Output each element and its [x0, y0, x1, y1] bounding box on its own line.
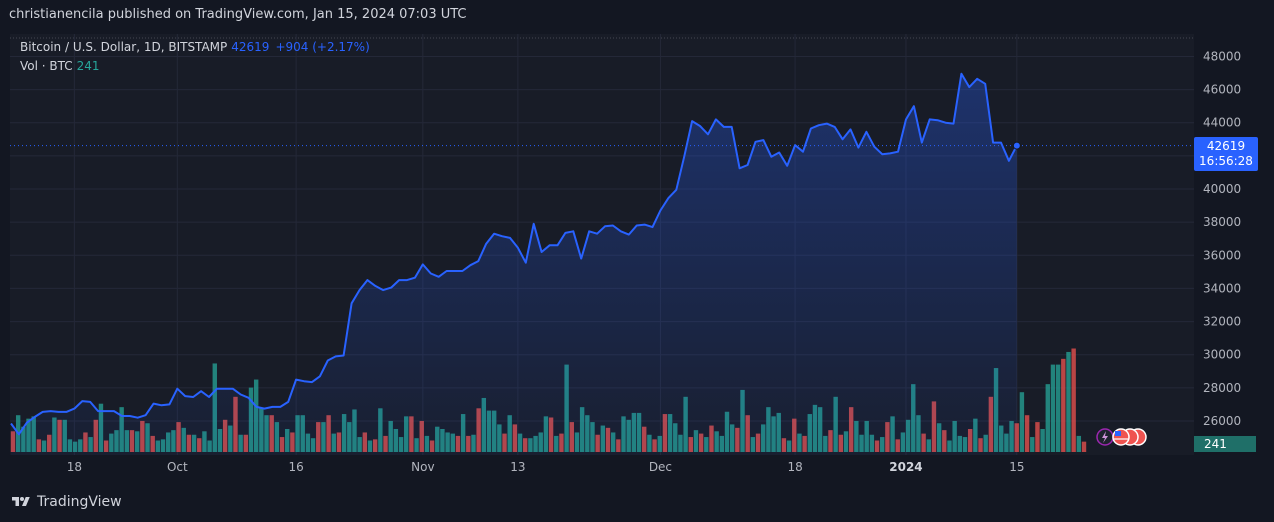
- volume-bar: [1076, 435, 1082, 452]
- volume-bar: [1081, 441, 1087, 452]
- volume-bar: [1035, 422, 1040, 452]
- price-area: [11, 73, 1017, 456]
- y-tick-label: 26000: [1203, 414, 1241, 428]
- y-tick-label: 40000: [1203, 182, 1241, 196]
- y-tick-label: 28000: [1203, 381, 1241, 395]
- x-tick-label: Oct: [167, 460, 188, 474]
- y-axis[interactable]: 26000 28000 30000 32000 34000 36000 38000 40000…: [1203, 49, 1241, 428]
- price-tag-countdown: 16:56:28: [1199, 154, 1253, 168]
- volume-value: 241: [76, 59, 100, 73]
- volume-bar: [1071, 348, 1076, 452]
- legend-last-price: 42619: [231, 40, 270, 54]
- x-tick-label: 15: [1009, 460, 1024, 474]
- price-tag-value: 42619: [1206, 139, 1246, 153]
- volume-bar: [1066, 351, 1071, 452]
- x-tick-label: Nov: [411, 460, 434, 474]
- volume-bar: [1061, 358, 1066, 452]
- volume-bar: [1050, 364, 1056, 452]
- x-tick-label: 13: [510, 460, 525, 474]
- y-tick-label: 30000: [1203, 348, 1241, 362]
- volume-bar: [1024, 415, 1030, 452]
- x-tick-label: 2024: [889, 460, 922, 474]
- volume-legend[interactable]: Vol · BTC 241: [20, 59, 100, 73]
- publisher-line: christianencila published on TradingView…: [9, 7, 467, 22]
- brand-name: TradingView: [37, 494, 122, 510]
- volume-label: Vol · BTC: [20, 59, 73, 73]
- x-tick-label: 18: [787, 460, 802, 474]
- y-tick-label: 48000: [1203, 49, 1241, 63]
- tradingview-logo-icon: [12, 497, 30, 506]
- x-tick-label: 16: [288, 460, 303, 474]
- price-line-group: [10, 72, 1194, 436]
- lightning-glyph: [1102, 431, 1108, 443]
- x-tick-label: Dec: [649, 460, 672, 474]
- legend-change: +904 (+2.17%): [275, 40, 370, 54]
- volume-bar: [1030, 437, 1035, 452]
- y-tick-label: 44000: [1203, 116, 1241, 130]
- volume-bar: [1055, 364, 1061, 452]
- us-flag-canton: [1115, 431, 1121, 436]
- y-tick-label: 36000: [1203, 248, 1241, 262]
- last-price-dot: [1012, 141, 1021, 150]
- x-axis[interactable]: 18 Oct 16 Nov 13 Dec 18 2024 15: [67, 460, 1025, 474]
- y-tick-label: 46000: [1203, 83, 1241, 97]
- y-tick-label: 34000: [1203, 281, 1241, 295]
- symbol-legend[interactable]: Bitcoin / U.S. Dollar, 1D, BITSTAMP 42619…: [20, 40, 370, 54]
- volume-bar: [1045, 384, 1050, 452]
- symbol-name: Bitcoin / U.S. Dollar, 1D, BITSTAMP: [20, 40, 228, 54]
- price-area-fill: [11, 73, 1017, 456]
- volume-tag: 241: [1194, 436, 1256, 452]
- event-icons[interactable]: [1096, 428, 1147, 446]
- x-tick-label: 18: [67, 460, 82, 474]
- y-tick-label: 38000: [1203, 215, 1241, 229]
- last-price-tag: 42619 16:56:28: [1194, 137, 1258, 171]
- volume-bar: [1019, 392, 1025, 452]
- volume-bar: [1040, 429, 1045, 452]
- tradingview-brand[interactable]: TradingView: [10, 494, 122, 510]
- y-tick-label: 32000: [1203, 315, 1241, 329]
- price-line: [10, 72, 1018, 436]
